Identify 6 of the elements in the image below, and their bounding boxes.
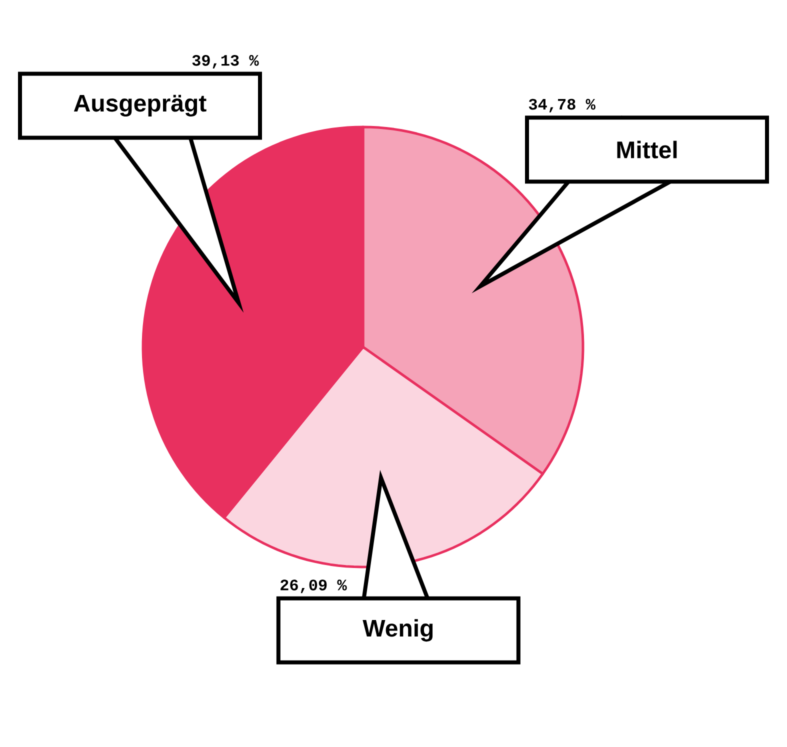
data-label: 26,09 % [280, 580, 347, 594]
slice-label: Mittel [617, 140, 677, 158]
slice-label: Ausgeprägt [74, 94, 206, 117]
slice-label: Wenig [362, 619, 433, 642]
data-label: 39,13 % [192, 54, 259, 69]
data-label: 34,78 % [528, 98, 596, 112]
